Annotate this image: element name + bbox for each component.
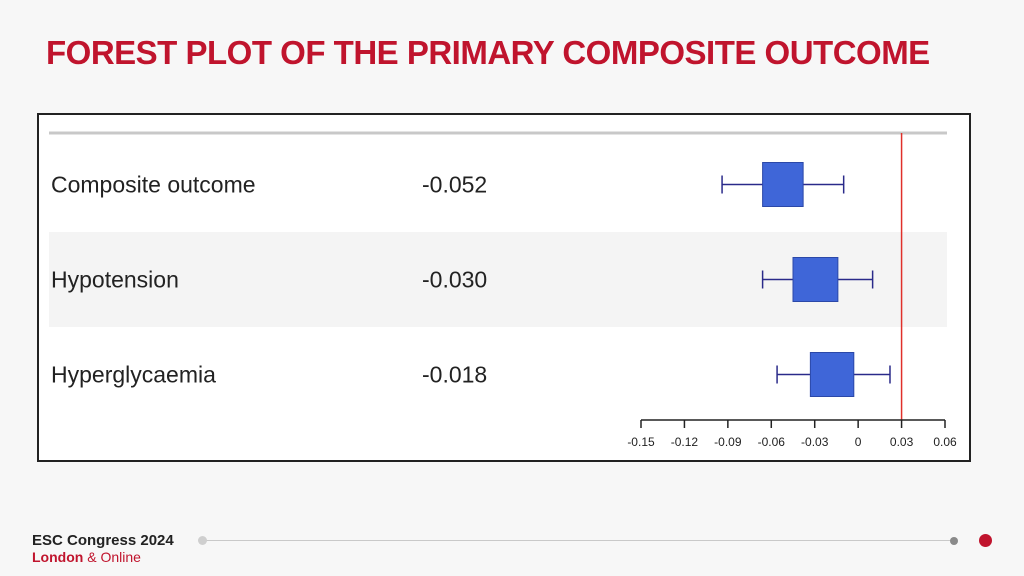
location-online: Online — [100, 549, 141, 566]
row-estimate: -0.052 — [422, 172, 487, 198]
x-tick-label: -0.12 — [671, 435, 699, 449]
estimate-box — [809, 352, 855, 397]
forest-plot: Composite outcome -0.052 Hypotension -0.030… — [37, 113, 971, 462]
location-amp: & — [87, 549, 97, 566]
estimate-box — [762, 162, 804, 207]
footer-progress-track — [202, 540, 952, 541]
x-tick-label: -0.03 — [801, 435, 829, 449]
congress-location: London & Online — [32, 549, 174, 565]
location-london: London — [32, 549, 84, 566]
slide-title: FOREST PLOT OF THE PRIMARY COMPOSITE OUT… — [46, 34, 930, 71]
x-tick-label: 0 — [855, 435, 862, 449]
estimate-box — [792, 257, 839, 302]
footer-dot-accent — [979, 534, 992, 547]
x-tick-label: 0.06 — [933, 435, 957, 449]
x-tick-label: 0.03 — [890, 435, 914, 449]
footer-brand: ESC Congress 2024 London & Online — [32, 532, 174, 565]
row-label: Composite outcome — [51, 172, 256, 198]
footer-dot-end — [950, 537, 958, 545]
row-estimate: -0.018 — [422, 362, 487, 388]
x-tick-label: -0.15 — [627, 435, 655, 449]
x-tick-label: -0.06 — [758, 435, 786, 449]
congress-name: ESC Congress 2024 — [32, 532, 174, 549]
x-tick-label: -0.09 — [714, 435, 742, 449]
row-label: Hypotension — [51, 267, 179, 293]
footer-dot-start — [198, 536, 207, 545]
row-label: Hyperglycaemia — [51, 362, 216, 388]
row-estimate: -0.030 — [422, 267, 487, 293]
